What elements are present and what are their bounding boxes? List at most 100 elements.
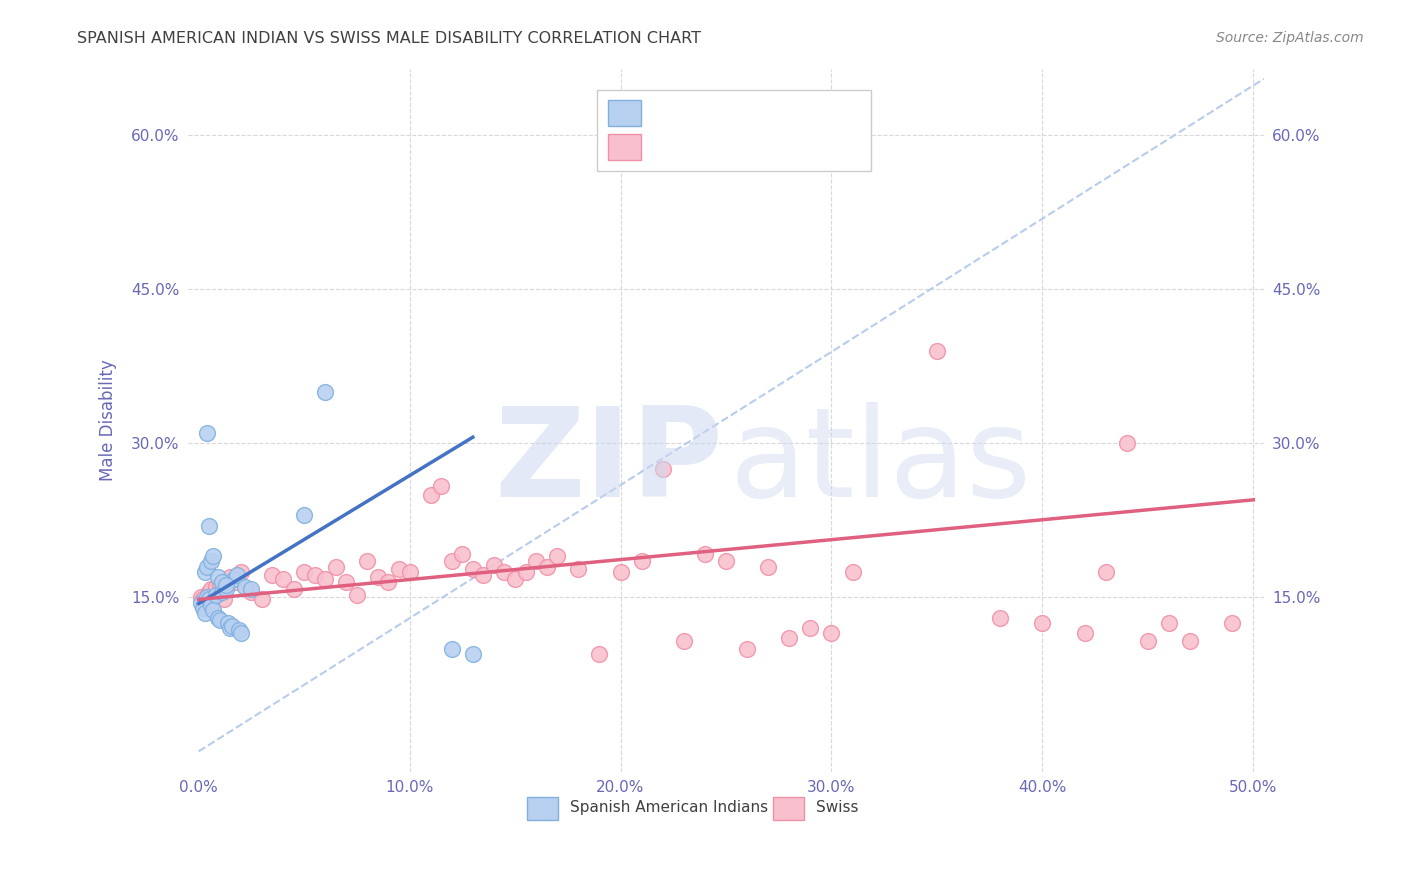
Point bbox=[211, 574, 233, 589]
Point bbox=[314, 384, 336, 399]
Point bbox=[335, 574, 357, 589]
Point bbox=[194, 595, 217, 609]
Point bbox=[651, 462, 673, 476]
Point bbox=[304, 567, 326, 582]
Text: atlas: atlas bbox=[730, 402, 1032, 523]
Point bbox=[229, 565, 252, 579]
Point bbox=[292, 508, 315, 523]
Point bbox=[262, 567, 284, 582]
Point bbox=[195, 559, 218, 574]
Point bbox=[778, 632, 800, 646]
Point bbox=[219, 621, 242, 635]
Point bbox=[215, 582, 238, 597]
Point bbox=[207, 611, 229, 625]
Point bbox=[200, 554, 222, 568]
Point bbox=[195, 591, 218, 605]
Point bbox=[191, 600, 214, 615]
Point bbox=[588, 647, 610, 661]
Point bbox=[367, 570, 389, 584]
Point bbox=[377, 574, 399, 589]
Point bbox=[212, 592, 235, 607]
Point bbox=[546, 549, 568, 564]
Point bbox=[190, 591, 212, 605]
Point bbox=[292, 565, 315, 579]
Point bbox=[451, 547, 474, 561]
Point bbox=[198, 592, 221, 607]
Point bbox=[215, 578, 238, 592]
Point bbox=[221, 619, 243, 633]
Point bbox=[250, 592, 273, 607]
Point bbox=[217, 616, 239, 631]
Text: Source: ZipAtlas.com: Source: ZipAtlas.com bbox=[1216, 31, 1364, 45]
Point bbox=[388, 561, 411, 575]
Y-axis label: Male Disability: Male Disability bbox=[100, 359, 117, 481]
Point bbox=[567, 561, 589, 575]
Point bbox=[735, 641, 758, 656]
Point bbox=[195, 426, 218, 441]
Point bbox=[841, 565, 863, 579]
Point bbox=[229, 626, 252, 640]
Text: SPANISH AMERICAN INDIAN VS SWISS MALE DISABILITY CORRELATION CHART: SPANISH AMERICAN INDIAN VS SWISS MALE DI… bbox=[77, 31, 702, 46]
Point bbox=[714, 554, 737, 568]
Point bbox=[346, 588, 368, 602]
Point bbox=[240, 582, 263, 597]
Point bbox=[925, 343, 948, 358]
Point bbox=[630, 554, 652, 568]
Point bbox=[225, 574, 247, 589]
Point bbox=[430, 479, 453, 493]
Point bbox=[799, 621, 821, 635]
Point bbox=[198, 585, 221, 599]
Point bbox=[1031, 616, 1053, 631]
Point bbox=[1115, 436, 1137, 450]
Point bbox=[233, 580, 256, 594]
Point bbox=[211, 585, 233, 599]
Point bbox=[494, 565, 516, 579]
Point bbox=[1094, 565, 1116, 579]
Point bbox=[461, 647, 484, 661]
Point bbox=[198, 518, 221, 533]
Point bbox=[225, 567, 247, 582]
Point bbox=[440, 641, 463, 656]
Point bbox=[200, 582, 222, 597]
Point bbox=[482, 558, 505, 572]
Point bbox=[461, 561, 484, 575]
Point bbox=[204, 580, 226, 594]
Point bbox=[200, 598, 222, 612]
Point bbox=[1073, 626, 1095, 640]
Point bbox=[820, 626, 842, 640]
Point bbox=[202, 549, 225, 564]
Text: ZIP: ZIP bbox=[494, 402, 723, 523]
Point bbox=[194, 565, 217, 579]
Point bbox=[609, 565, 631, 579]
Point bbox=[672, 633, 695, 648]
Point bbox=[224, 572, 246, 586]
Point bbox=[524, 554, 547, 568]
Point bbox=[356, 554, 378, 568]
Point bbox=[283, 582, 305, 597]
Point bbox=[440, 554, 463, 568]
Point bbox=[219, 570, 242, 584]
Point bbox=[1136, 633, 1159, 648]
Point bbox=[472, 567, 495, 582]
Point bbox=[419, 488, 441, 502]
Point bbox=[325, 559, 347, 574]
Point bbox=[195, 598, 218, 612]
Point bbox=[1157, 616, 1180, 631]
Point bbox=[1220, 616, 1243, 631]
Point bbox=[194, 606, 217, 620]
Point bbox=[202, 588, 225, 602]
Point bbox=[503, 572, 526, 586]
Point bbox=[988, 611, 1011, 625]
Point bbox=[202, 603, 225, 617]
Point bbox=[536, 559, 558, 574]
Point bbox=[693, 547, 716, 561]
Point bbox=[756, 559, 779, 574]
Point bbox=[190, 595, 212, 609]
Point bbox=[515, 565, 537, 579]
Point bbox=[191, 592, 214, 607]
Point bbox=[212, 578, 235, 592]
Point bbox=[207, 570, 229, 584]
Point bbox=[1178, 633, 1201, 648]
Point bbox=[208, 577, 231, 591]
Point bbox=[271, 572, 294, 586]
